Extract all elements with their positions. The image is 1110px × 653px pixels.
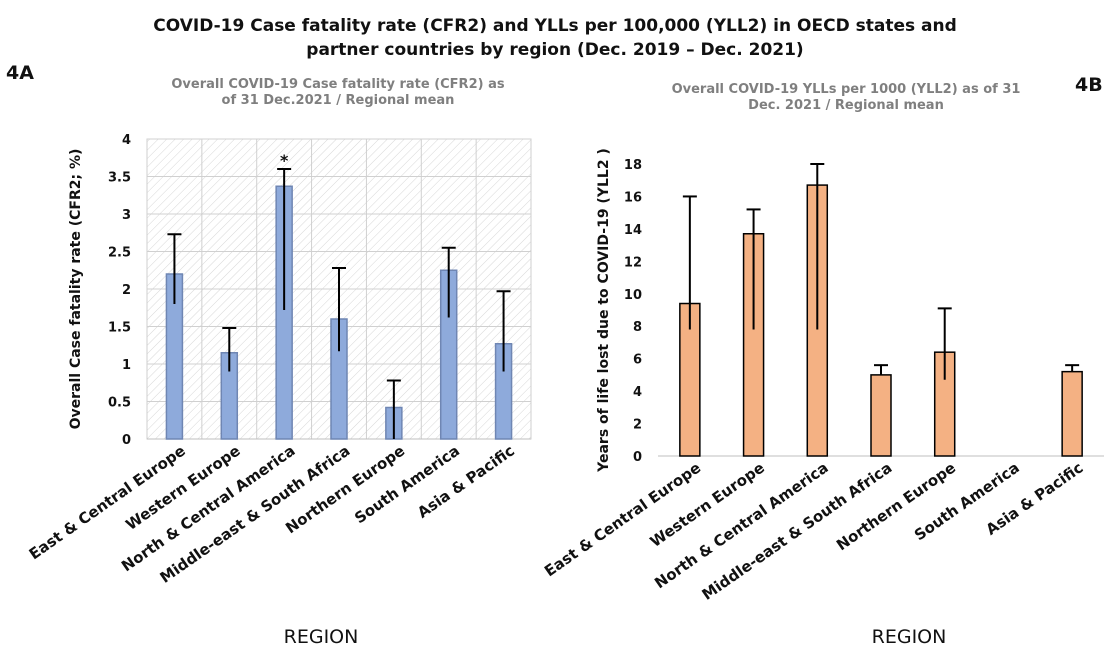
figure-title-line2: partner countries by region (Dec. 2019 –…	[306, 40, 804, 60]
chart-b-y-tick-label: 12	[624, 255, 642, 270]
chart-b-y-tick-label: 6	[633, 353, 642, 368]
chart-b-title-line2: Dec. 2021 / Regional mean	[748, 98, 944, 113]
chart-b-y-tick-label: 0	[633, 450, 642, 465]
panel-b-label: 4B	[1075, 74, 1103, 96]
chart-a-title-line2: of 31 Dec.2021 / Regional mean	[221, 93, 455, 108]
chart-b-y-tick-label: 4	[633, 385, 642, 400]
chart-a-y-tick-label: 0	[122, 433, 131, 448]
chart-a-y-tick-label: 2.5	[108, 246, 131, 261]
chart-a-y-axis-label: Overall Case fatality rate (CFR2; %)	[68, 149, 84, 430]
panel-a-label: 4A	[6, 62, 34, 84]
chart-a-y-tick-label: 4	[122, 133, 131, 148]
chart-b-title: Overall COVID-19 YLLs per 1000 (YLL2) as…	[628, 82, 1064, 114]
figure-title-line1: COVID-19 Case fatality rate (CFR2) and Y…	[153, 16, 957, 36]
chart-b-x-tick-label: South America	[911, 459, 1023, 545]
chart-a-y-tick-label: 3.5	[108, 171, 131, 186]
chart-b-bar	[870, 374, 892, 457]
chart-b-y-tick-label: 2	[633, 418, 642, 433]
chart-a-y-tick-label: 1.5	[108, 321, 131, 336]
chart-a-y-tick-label: 1	[122, 358, 131, 373]
chart-b-x-tick-label: Western Europe	[647, 459, 768, 551]
chart-a-y-tick-label: 2	[122, 283, 131, 298]
chart-b-y-tick-label: 16	[624, 190, 642, 205]
figure-title: COVID-19 Case fatality rate (CFR2) and Y…	[0, 14, 1110, 62]
chart-b-y-tick-label: 10	[624, 288, 642, 303]
chart-b-x-axis-label: REGION	[872, 626, 947, 648]
chart-a-significance-marker: *	[280, 151, 289, 170]
chart-a-x-axis-label: REGION	[284, 626, 359, 648]
chart-b-title-line1: Overall COVID-19 YLLs per 1000 (YLL2) as…	[671, 82, 1021, 97]
chart-b-bar	[1061, 370, 1083, 457]
chart-b-y-axis-label: Years of life lost due to COVID-19 (YLL2…	[596, 148, 612, 473]
chart-b-y-tick-label: 8	[633, 320, 642, 335]
chart-b-y-tick-label: 18	[624, 158, 642, 173]
chart-b-x-tick-label: Northern Europe	[833, 459, 959, 555]
chart-a-title-line1: Overall COVID-19 Case fatality rate (CFR…	[171, 77, 505, 92]
chart-a-y-tick-label: 3	[122, 208, 131, 223]
chart-b-y-tick-label: 14	[624, 223, 642, 238]
chart-a-y-tick-label: 0.5	[108, 396, 131, 411]
chart-a-title: Overall COVID-19 Case fatality rate (CFR…	[148, 77, 528, 109]
